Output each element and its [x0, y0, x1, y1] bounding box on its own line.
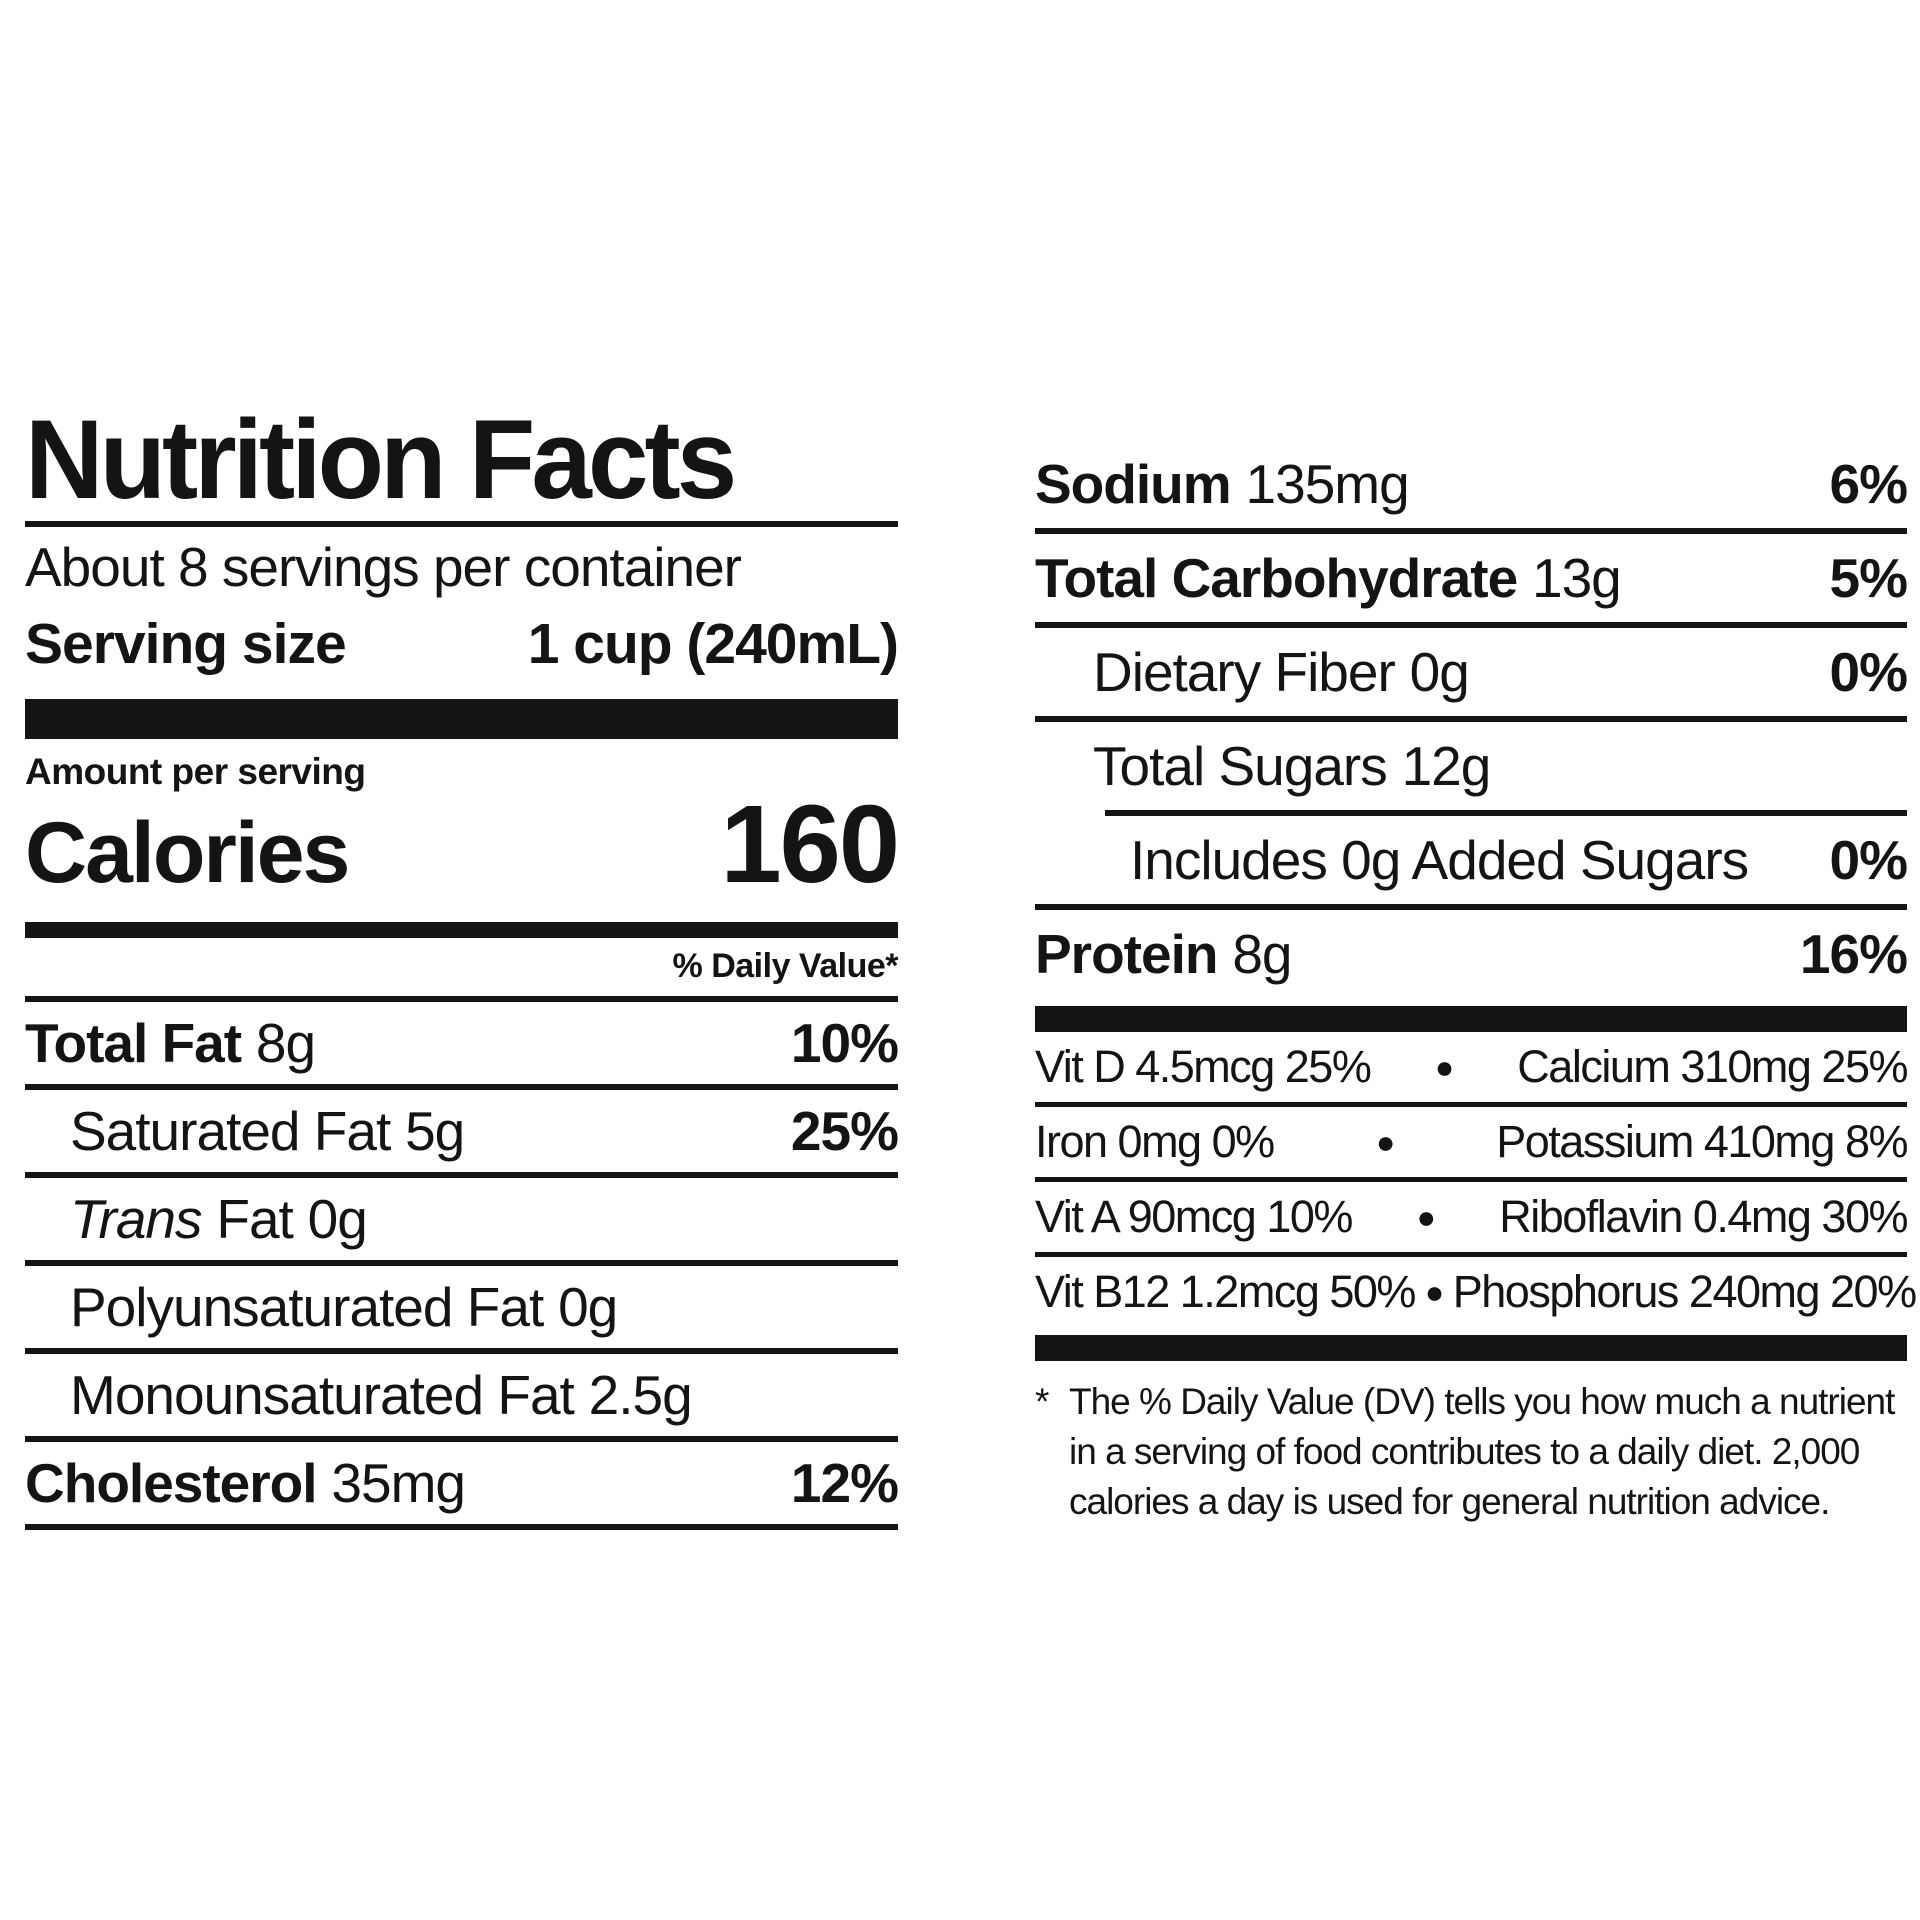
daily-value-footnote: * The % Daily Value (DV) tells you how m…	[1035, 1377, 1907, 1527]
micronutrient-row-vita-riboflavin: Vit A 90mcg 10% ● Riboflavin 0.4mg 30%	[1035, 1182, 1908, 1257]
nutrient-dv: 25%	[790, 1100, 899, 1162]
bullet-icon: ●	[1376, 1123, 1395, 1160]
nutrient-row-protein: Protein 8g 16%	[1035, 910, 1908, 998]
nutrient-name: Protein	[1035, 923, 1218, 985]
micronutrient-right: Riboflavin 0.4mg 30%	[1499, 1191, 1908, 1242]
nutrient-dv: 0%	[1829, 641, 1908, 703]
nutrient-row-sodium: Sodium 135mg 6%	[1035, 440, 1908, 534]
servings-per-container: About 8 servings per container	[25, 536, 742, 598]
nutrient-row-saturated-fat: Saturated Fat 5g 25%	[25, 1090, 899, 1178]
nutrient-name: Sodium	[1035, 453, 1232, 515]
calories-row: Calories 160	[25, 783, 900, 906]
label-title: Nutrition Facts	[25, 397, 737, 522]
nutrient-name: Total Carbohydrate	[1035, 547, 1518, 609]
micronutrient-left: Vit B12 1.2mcg 50%	[1035, 1266, 1416, 1317]
nutrient-amount: 5g	[405, 1100, 465, 1162]
nutrient-amount: 8g	[255, 1012, 316, 1074]
thick-divider	[25, 699, 898, 739]
calories-value: 160	[720, 783, 900, 906]
thick-divider	[1035, 1006, 1907, 1032]
nutrient-dv: 12%	[790, 1452, 899, 1514]
nutrient-amount: 135mg	[1245, 453, 1410, 515]
micronutrient-row-vitd-calcium: Vit D 4.5mcg 25% ● Calcium 310mg 25%	[1035, 1032, 1908, 1107]
daily-value-header: % Daily Value*	[672, 947, 899, 985]
micronutrient-row-iron-potassium: Iron 0mg 0% ● Potassium 410mg 8%	[1035, 1107, 1908, 1182]
micronutrient-left: Iron 0mg 0%	[1035, 1116, 1275, 1167]
nutrient-row-trans-fat: Trans Fat 0g	[25, 1178, 898, 1266]
nutrient-amount: 2.5g	[588, 1364, 693, 1426]
nutrient-name: Saturated Fat	[70, 1100, 391, 1162]
nutrient-name: Total Fat	[25, 1012, 242, 1074]
nutrient-row-cholesterol: Cholesterol 35mg 12%	[25, 1442, 899, 1530]
nutrient-row-total-carbohydrate: Total Carbohydrate 13g 5%	[1035, 534, 1908, 628]
nutrient-name: Includes 0g Added Sugars	[1130, 829, 1749, 891]
nutrient-name: Total Sugars	[1093, 735, 1388, 797]
nutrient-amount: 0g	[1409, 641, 1470, 703]
nutrient-row-monounsaturated-fat: Monounsaturated Fat 2.5g	[25, 1354, 898, 1442]
micronutrient-left: Vit A 90mcg 10%	[1035, 1191, 1353, 1242]
nutrient-amount: 12g	[1401, 735, 1492, 797]
bullet-icon: ●	[1434, 1048, 1454, 1085]
nutrient-name: Fat	[216, 1188, 293, 1250]
footnote-asterisk: *	[1035, 1381, 1049, 1422]
bullet-icon: ●	[1416, 1198, 1436, 1235]
amount-per-serving-label: Amount per serving	[25, 751, 366, 792]
thick-divider	[1035, 1335, 1907, 1361]
medium-divider	[25, 922, 898, 938]
nutrient-row-total-sugars: Total Sugars 12g	[1035, 722, 1907, 810]
nutrient-amount: 35mg	[331, 1452, 466, 1514]
nutrient-dv: 5%	[1829, 547, 1908, 609]
nutrient-dv: 6%	[1829, 453, 1908, 515]
micronutrient-right: Calcium 310mg 25%	[1517, 1041, 1908, 1092]
nutrient-amount: 8g	[1232, 923, 1292, 985]
nutrient-dv: 0%	[1829, 829, 1908, 891]
nutrient-row-polyunsaturated-fat: Polyunsaturated Fat 0g	[25, 1266, 898, 1354]
nutrient-row-added-sugars: Includes 0g Added Sugars 0%	[1035, 816, 1908, 910]
bullet-icon: ●	[1424, 1273, 1444, 1310]
micronutrient-right: Phosphorus 240mg 20%	[1452, 1266, 1917, 1317]
divider	[25, 996, 898, 1002]
footnote-line: The % Daily Value (DV) tells you how muc…	[1069, 1381, 1895, 1422]
footnote-line: in a serving of food contributes to a da…	[1069, 1431, 1860, 1472]
nutrient-amount: 13g	[1532, 547, 1622, 609]
nutrient-dv: 10%	[790, 1012, 899, 1074]
footnote-line: calories a day is used for general nutri…	[1069, 1481, 1830, 1522]
divider	[25, 521, 898, 527]
nutrient-amount: 0g	[307, 1188, 368, 1250]
nutrient-name: Monounsaturated Fat	[70, 1364, 575, 1426]
nutrient-row-total-fat: Total Fat 8g 10%	[25, 1002, 899, 1090]
nutrient-name-italic: Trans	[70, 1188, 203, 1250]
nutrient-dv: 16%	[1799, 923, 1908, 985]
micronutrient-right: Potassium 410mg 8%	[1496, 1116, 1908, 1167]
nutrient-row-dietary-fiber: Dietary Fiber 0g 0%	[1035, 628, 1908, 722]
micronutrient-row-vitb12-phosphorus: Vit B12 1.2mcg 50% ● Phosphorus 240mg 20…	[1035, 1257, 1917, 1327]
serving-size-value: 1 cup (240mL)	[527, 612, 899, 676]
nutrient-name: Dietary Fiber	[1093, 641, 1396, 703]
serving-size-row: Serving size 1 cup (240mL)	[25, 611, 899, 677]
serving-size-label: Serving size	[25, 612, 347, 676]
nutrient-name: Cholesterol	[25, 1452, 318, 1514]
label-left-column: Nutrition Facts About 8 servings per con…	[25, 397, 900, 1530]
nutrient-amount: 0g	[558, 1276, 618, 1338]
calories-label: Calories	[25, 805, 350, 901]
nutrient-name: Polyunsaturated Fat	[70, 1276, 544, 1338]
label-right-column: Sodium 135mg 6% Total Carbohydrate 13g 5…	[1035, 440, 1917, 1527]
micronutrient-left: Vit D 4.5mcg 25%	[1035, 1041, 1372, 1092]
indented-divider	[1105, 810, 1907, 816]
